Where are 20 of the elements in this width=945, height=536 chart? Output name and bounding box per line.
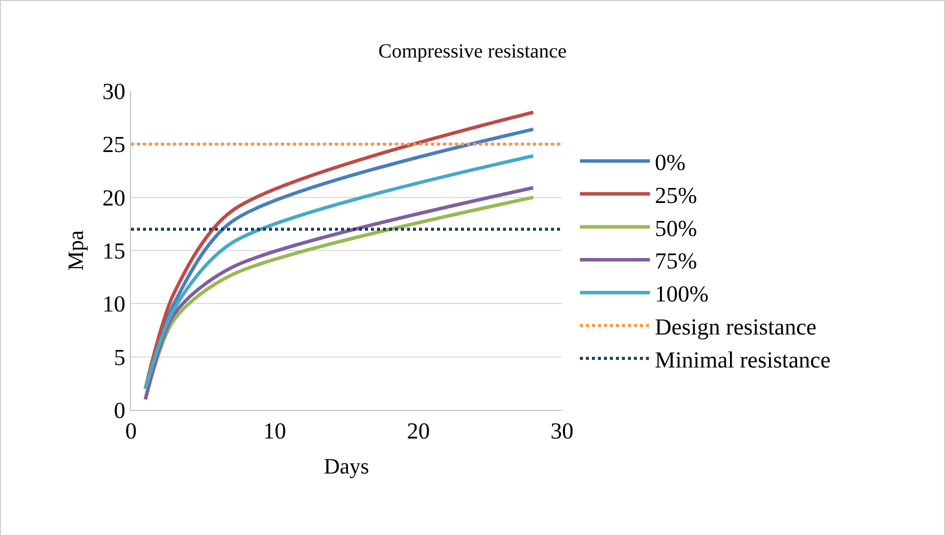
y-tick-label: 20: [102, 185, 126, 210]
x-tick-label: 10: [263, 418, 286, 444]
x-tick-label: 30: [550, 418, 574, 444]
legend-label: 0%: [654, 150, 686, 175]
legend-label: 75%: [654, 248, 698, 274]
chart-title: Compressive resistance: [378, 40, 567, 63]
y-tick-label: 25: [102, 132, 126, 158]
y-tick-label: 0: [114, 398, 126, 424]
legend-label: 50%: [654, 216, 698, 241]
y-tick-label: 30: [102, 79, 126, 104]
x-axis-title: Days: [324, 454, 370, 478]
y-axis-title: Mpa: [63, 230, 88, 271]
y-tick-label: 10: [102, 292, 126, 317]
legend-label: Minimal resistance: [654, 347, 831, 372]
y-tick-label: 15: [102, 238, 126, 264]
legend-label: 100%: [654, 282, 709, 307]
x-tick-label: 20: [406, 418, 430, 444]
y-tick-label: 5: [114, 344, 126, 370]
legend-label: Design resistance: [654, 314, 817, 340]
legend-label: 25%: [654, 182, 698, 208]
